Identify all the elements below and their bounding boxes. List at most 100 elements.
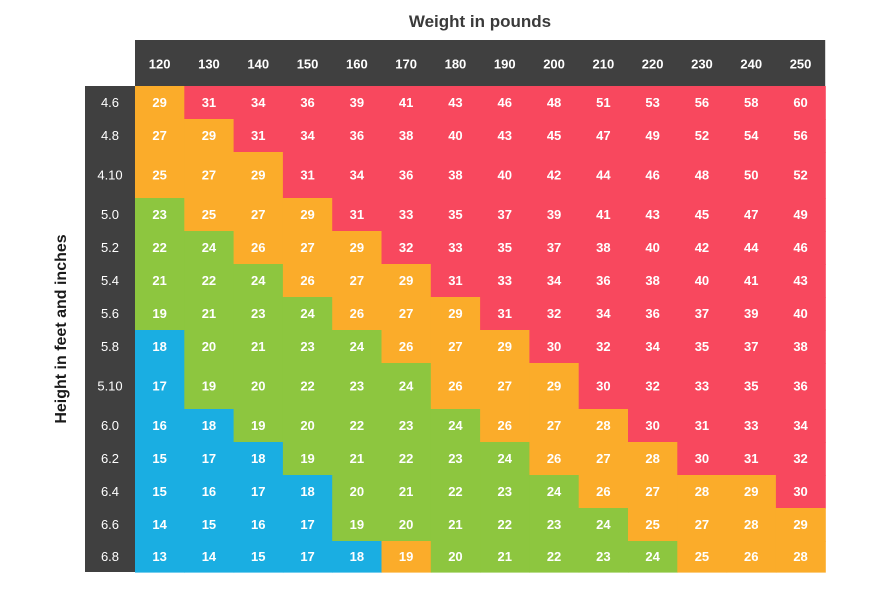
heatmap-cell (529, 475, 580, 509)
cell-value-label: 30 (793, 484, 807, 499)
heatmap-cell (184, 198, 235, 232)
cell-value-label: 27 (251, 207, 265, 222)
heatmap-cell (282, 363, 333, 410)
heatmap-cell (233, 198, 284, 232)
heatmap-cell (135, 152, 185, 199)
cell-value-label: 34 (596, 306, 611, 321)
cell-value-label: 27 (300, 240, 314, 255)
cell-value-label: 46 (498, 95, 512, 110)
cell-value-label: 29 (793, 517, 807, 532)
heatmap-cell (233, 409, 284, 443)
cell-value-label: 31 (300, 168, 314, 183)
cell-value-label: 58 (744, 95, 758, 110)
cell-value-label: 22 (448, 484, 462, 499)
heatmap-cell (480, 508, 530, 542)
y-header-bar (85, 86, 135, 572)
heatmap-cell (282, 297, 333, 331)
cell-value-label: 21 (448, 517, 462, 532)
heatmap-cell (726, 541, 777, 573)
cell-value-label: 27 (695, 517, 709, 532)
heatmap-cell (332, 541, 383, 573)
heatmap-cell (726, 264, 777, 298)
cell-value-label: 17 (202, 451, 216, 466)
heatmap-cell (430, 363, 481, 410)
cell-value-label: 36 (399, 168, 413, 183)
cell-value-label: 24 (251, 273, 266, 288)
y-tick-label: 6.2 (101, 451, 119, 466)
cell-value-label: 37 (498, 207, 512, 222)
cell-value-label: 46 (645, 168, 659, 183)
heatmap-cell (135, 363, 185, 410)
cell-value-label: 46 (793, 240, 807, 255)
cell-value-label: 31 (350, 207, 364, 222)
cell-value-label: 42 (695, 240, 709, 255)
heatmap-cell (480, 231, 530, 265)
cell-value-label: 34 (251, 95, 266, 110)
heatmap-cell (332, 363, 383, 410)
cell-value-label: 54 (744, 128, 759, 143)
cell-value-label: 18 (202, 418, 216, 433)
heatmap-cell (628, 297, 678, 331)
cell-value-label: 32 (547, 306, 561, 321)
heatmap-cell (430, 442, 481, 476)
cell-value-label: 44 (596, 168, 611, 183)
cell-value-label: 15 (152, 451, 166, 466)
heatmap-cell (430, 508, 481, 542)
heatmap-cell (578, 152, 629, 199)
cell-value-label: 27 (202, 168, 216, 183)
heatmap-cell (233, 363, 284, 410)
cell-value-label: 23 (350, 379, 364, 394)
cell-value-label: 21 (152, 273, 166, 288)
heatmap-cell (480, 297, 530, 331)
heatmap-cell (726, 119, 777, 153)
cell-value-label: 39 (350, 95, 364, 110)
cell-value-label: 34 (350, 168, 365, 183)
heatmap-cell (135, 442, 185, 476)
heatmap-cell (332, 475, 383, 509)
heatmap-cell (135, 119, 185, 153)
cell-value-label: 37 (695, 306, 709, 321)
heatmap-cell (775, 119, 826, 153)
heatmap-cell (628, 231, 678, 265)
cell-value-label: 21 (350, 451, 364, 466)
heatmap-cell (480, 119, 530, 153)
heatmap-cell (381, 152, 432, 199)
heatmap-cell (726, 409, 777, 443)
heatmap-cell (775, 541, 826, 573)
heatmap-cell (578, 409, 629, 443)
cell-value-label: 24 (202, 240, 217, 255)
heatmap-cell (233, 119, 284, 153)
heatmap-cell (775, 264, 826, 298)
cell-value-label: 26 (350, 306, 364, 321)
heatmap-cell (480, 86, 530, 120)
cell-value-label: 24 (300, 306, 315, 321)
cell-value-label: 47 (744, 207, 758, 222)
heatmap-cell (233, 231, 284, 265)
cell-value-label: 43 (498, 128, 512, 143)
heatmap-cell (184, 475, 235, 509)
cell-value-label: 32 (645, 379, 659, 394)
cell-value-label: 35 (744, 379, 758, 394)
cell-value-label: 14 (202, 549, 217, 564)
heatmap-cell (381, 231, 432, 265)
heatmap-cell (381, 119, 432, 153)
cell-value-label: 19 (350, 517, 364, 532)
y-tick-label: 4.6 (101, 95, 119, 110)
heatmap-cell (628, 152, 678, 199)
heatmap-cell (480, 152, 530, 199)
heatmap-cell (529, 152, 580, 199)
heatmap-cell (529, 363, 580, 410)
x-tick-label: 230 (691, 57, 713, 72)
cell-value-label: 29 (399, 273, 413, 288)
cell-value-label: 24 (596, 517, 611, 532)
heatmap-cell (381, 442, 432, 476)
cell-value-label: 28 (695, 484, 709, 499)
heatmap-cell (381, 508, 432, 542)
cell-value-label: 35 (448, 207, 462, 222)
cell-value-label: 21 (202, 306, 216, 321)
heatmap-cell (775, 442, 826, 476)
heatmap-cell (381, 86, 432, 120)
x-axis-label: Weight in pounds (408, 12, 552, 31)
x-tick-label: 240 (740, 57, 762, 72)
x-tick-label: 220 (642, 57, 664, 72)
